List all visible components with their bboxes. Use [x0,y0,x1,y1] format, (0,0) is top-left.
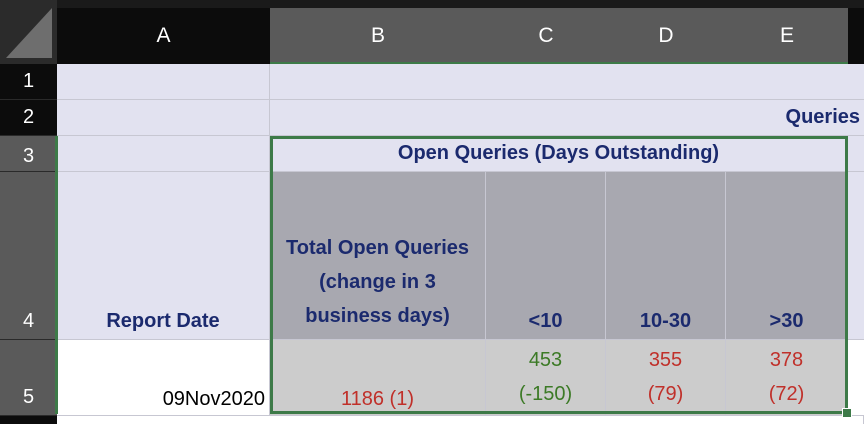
row-header-label: 5 [22,386,35,408]
row-header-label: 4 [22,310,35,332]
column-header-label: C [538,24,554,47]
cell-a5[interactable]: 09Nov2020 [57,340,270,416]
cell-b2-merged[interactable]: Queries [270,100,864,136]
report-date-value: 09Nov2020 [162,388,265,410]
cell-f5[interactable] [848,340,864,416]
cell-b1-merged[interactable] [270,64,864,100]
column-header-label: E [779,24,794,47]
under-10-count: 453 [528,349,563,371]
row-6-cells[interactable] [57,416,864,424]
cell-c5[interactable]: 453 (-150) [486,340,606,416]
cell-b4[interactable]: Total Open Queries (change in 3 business… [270,172,486,340]
10-30-header: 10-30 [639,310,692,332]
cell-a3[interactable] [57,136,270,172]
row-header-6[interactable] [0,416,57,424]
cell-c4[interactable]: <10 [486,172,606,340]
over-30-change: (72) [768,383,805,405]
cell-a1[interactable] [57,64,270,100]
row-header-5[interactable]: 5 [0,340,57,416]
cell-d5[interactable]: 355 (79) [606,340,726,416]
column-header-label: D [658,24,674,47]
row-selection-indicator [55,136,58,414]
cell-d4[interactable]: 10-30 [606,172,726,340]
total-open-queries-value: 1186 (1) [340,388,414,410]
open-queries-heading: Open Queries (Days Outstanding) [397,142,720,164]
row-header-label: 3 [22,145,35,167]
10-30-change: (79) [647,383,684,405]
cell-f3[interactable] [848,136,864,172]
10-30-count: 355 [648,349,683,371]
row-header-4[interactable]: 4 [0,172,57,340]
queries-title: Queries [785,106,860,128]
cell-e5[interactable]: 378 (72) [726,340,848,416]
over-30-header: >30 [769,310,804,332]
column-header-d[interactable]: D [606,8,726,64]
cell-a4[interactable]: Report Date [57,172,270,340]
column-header-c[interactable]: C [486,8,606,64]
select-all-corner[interactable] [0,0,57,64]
column-header-label: A [156,24,171,47]
column-selection-indicator [270,62,848,64]
cell-e4[interactable]: >30 [726,172,848,340]
report-date-header: Report Date [106,310,220,332]
fill-handle[interactable] [842,408,852,418]
cell-a2[interactable] [57,100,270,136]
column-header-f[interactable] [848,8,864,64]
under-10-change: (-150) [518,383,573,405]
column-header-e[interactable]: E [726,8,848,64]
under-10-header: <10 [528,310,563,332]
column-header-label: B [370,24,385,47]
over-30-count: 378 [769,349,804,371]
row-header-label: 2 [22,106,35,128]
row-header-2[interactable]: 2 [0,100,57,136]
cell-b3-merged[interactable]: Open Queries (Days Outstanding) [270,136,848,172]
cell-f4[interactable] [848,172,864,340]
total-open-queries-header: Total Open Queries (change in 3 business… [286,237,469,327]
row-header-1[interactable]: 1 [0,64,57,100]
column-header-b[interactable]: B [270,8,486,64]
select-all-icon [6,8,52,58]
column-header-a[interactable]: A [57,8,270,64]
cell-b5[interactable]: 1186 (1) [270,340,486,416]
row-header-3[interactable]: 3 [0,136,57,172]
row-header-label: 1 [22,70,35,92]
